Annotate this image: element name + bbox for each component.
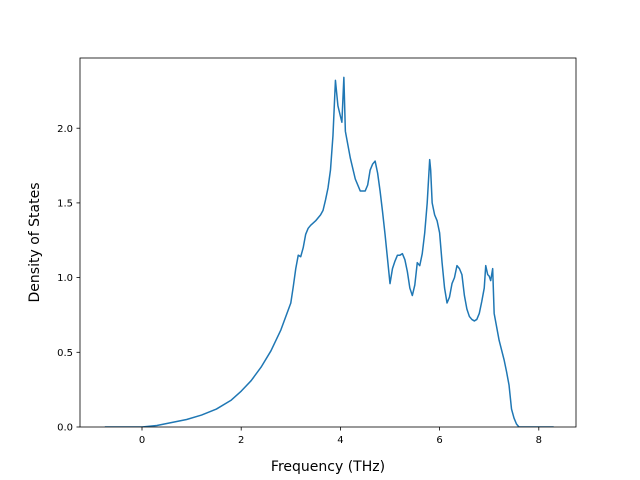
plot-area	[104, 76, 554, 427]
x-tick-label: 6	[436, 435, 442, 446]
y-tick-label: 1.0	[57, 273, 73, 284]
y-tick-label: 2.0	[57, 124, 73, 135]
x-tick-label: 4	[337, 435, 343, 446]
plot-frame	[79, 57, 577, 428]
x-tick-label: 2	[238, 435, 244, 446]
x-tick-label: 0	[139, 435, 145, 446]
y-tick-label: 0.0	[57, 423, 73, 434]
y-tick-label: 1.5	[57, 199, 73, 210]
series-line	[104, 76, 554, 427]
x-axis-ticks: 0 2 4 6 8	[139, 427, 542, 446]
x-axis-title: Frequency (THz)	[271, 459, 385, 475]
x-tick-label: 8	[536, 435, 542, 446]
y-axis-ticks: 0.0 0.5 1.0 1.5 2.0	[57, 124, 80, 434]
y-axis-title: Density of States	[27, 183, 43, 303]
y-tick-label: 0.5	[57, 348, 73, 359]
